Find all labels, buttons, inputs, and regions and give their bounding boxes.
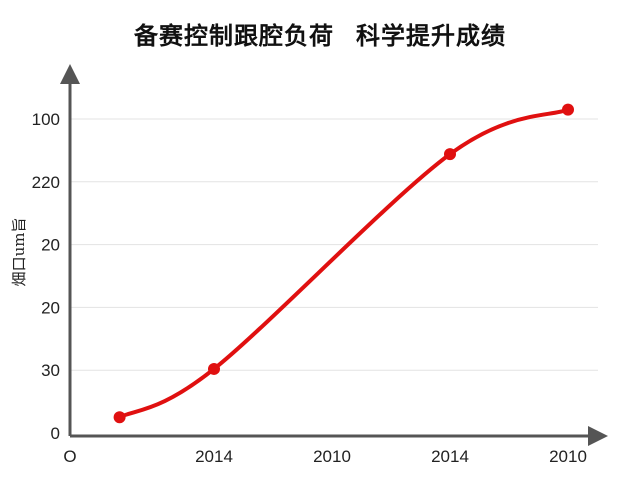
title-right: 科学提升成绩 bbox=[356, 22, 506, 50]
x-tick-labels: 2014 2010 2014 2010 bbox=[195, 447, 587, 466]
grid-lines bbox=[70, 118, 598, 371]
data-point bbox=[208, 362, 220, 375]
y-tick-labels: 0 30 20 20 220 100 bbox=[32, 110, 60, 443]
data-point bbox=[113, 411, 126, 424]
chart-title: 备赛控制跟腔负荷 科学提升成绩 bbox=[0, 16, 640, 51]
y-tick-label: 0 bbox=[51, 424, 60, 443]
title-left: 备赛控制跟腔负荷 bbox=[134, 22, 334, 50]
series-group bbox=[113, 103, 574, 424]
y-axis-arrow bbox=[60, 64, 80, 84]
x-tick-label: 2014 bbox=[431, 447, 469, 466]
x-tick-label: 2014 bbox=[195, 447, 233, 466]
x-axis-arrow bbox=[588, 426, 608, 446]
y-axis-label: 畑口um旨 bbox=[10, 218, 28, 287]
data-point bbox=[562, 103, 574, 116]
series-line bbox=[117, 107, 570, 420]
x-tick-label: 2010 bbox=[549, 447, 587, 466]
y-tick-label: 20 bbox=[41, 236, 60, 255]
x-tick-label: 2010 bbox=[313, 447, 351, 466]
y-tick-label: 20 bbox=[41, 298, 60, 317]
y-tick-label: 100 bbox=[32, 110, 60, 129]
y-tick-label: 220 bbox=[32, 173, 60, 192]
x-origin-label: O bbox=[63, 447, 76, 466]
data-point bbox=[444, 148, 456, 161]
axes bbox=[60, 64, 608, 446]
y-tick-label: 30 bbox=[41, 361, 60, 380]
